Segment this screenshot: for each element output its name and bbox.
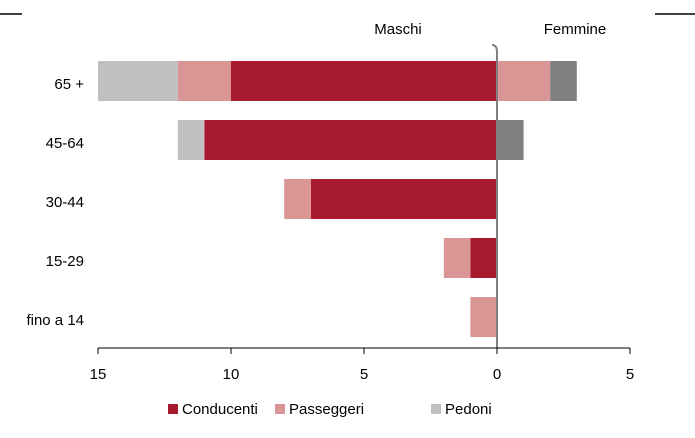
bar-segment [470, 297, 497, 337]
bar-segment [497, 120, 524, 160]
bar-segment [310, 179, 497, 219]
x-tick-label: 10 [223, 366, 240, 383]
y-tick-label: 30-44 [46, 194, 84, 211]
bar-segment [204, 120, 497, 160]
legend-label: Conducenti [182, 401, 258, 418]
y-tick-label: 15-29 [46, 253, 84, 270]
bar-segment [284, 179, 311, 219]
bar-segment [470, 238, 497, 278]
bar-segment [443, 238, 471, 278]
bar-segment [550, 61, 577, 101]
bar-segment [497, 61, 551, 101]
x-tick-label: 5 [626, 366, 634, 383]
y-tick-label: 65 + [54, 76, 84, 93]
side-label: Maschi [374, 21, 422, 38]
y-tick-label: 45-64 [46, 135, 84, 152]
x-tick-label: 15 [90, 366, 107, 383]
legend-label: Passeggeri [289, 401, 364, 418]
legend-swatch [168, 404, 178, 414]
bar-segment [98, 61, 178, 101]
bar-segment [231, 61, 497, 101]
x-tick-label: 5 [360, 366, 368, 383]
x-tick-label: 0 [493, 366, 501, 383]
y-tick-label: fino a 14 [26, 312, 84, 329]
legend-swatch [431, 404, 441, 414]
zero-axis [491, 44, 498, 348]
bar-segment [177, 61, 231, 101]
side-label: Femmine [544, 21, 607, 38]
bar-segment [177, 120, 205, 160]
legend-label: Pedoni [445, 401, 492, 418]
legend-swatch [275, 404, 285, 414]
